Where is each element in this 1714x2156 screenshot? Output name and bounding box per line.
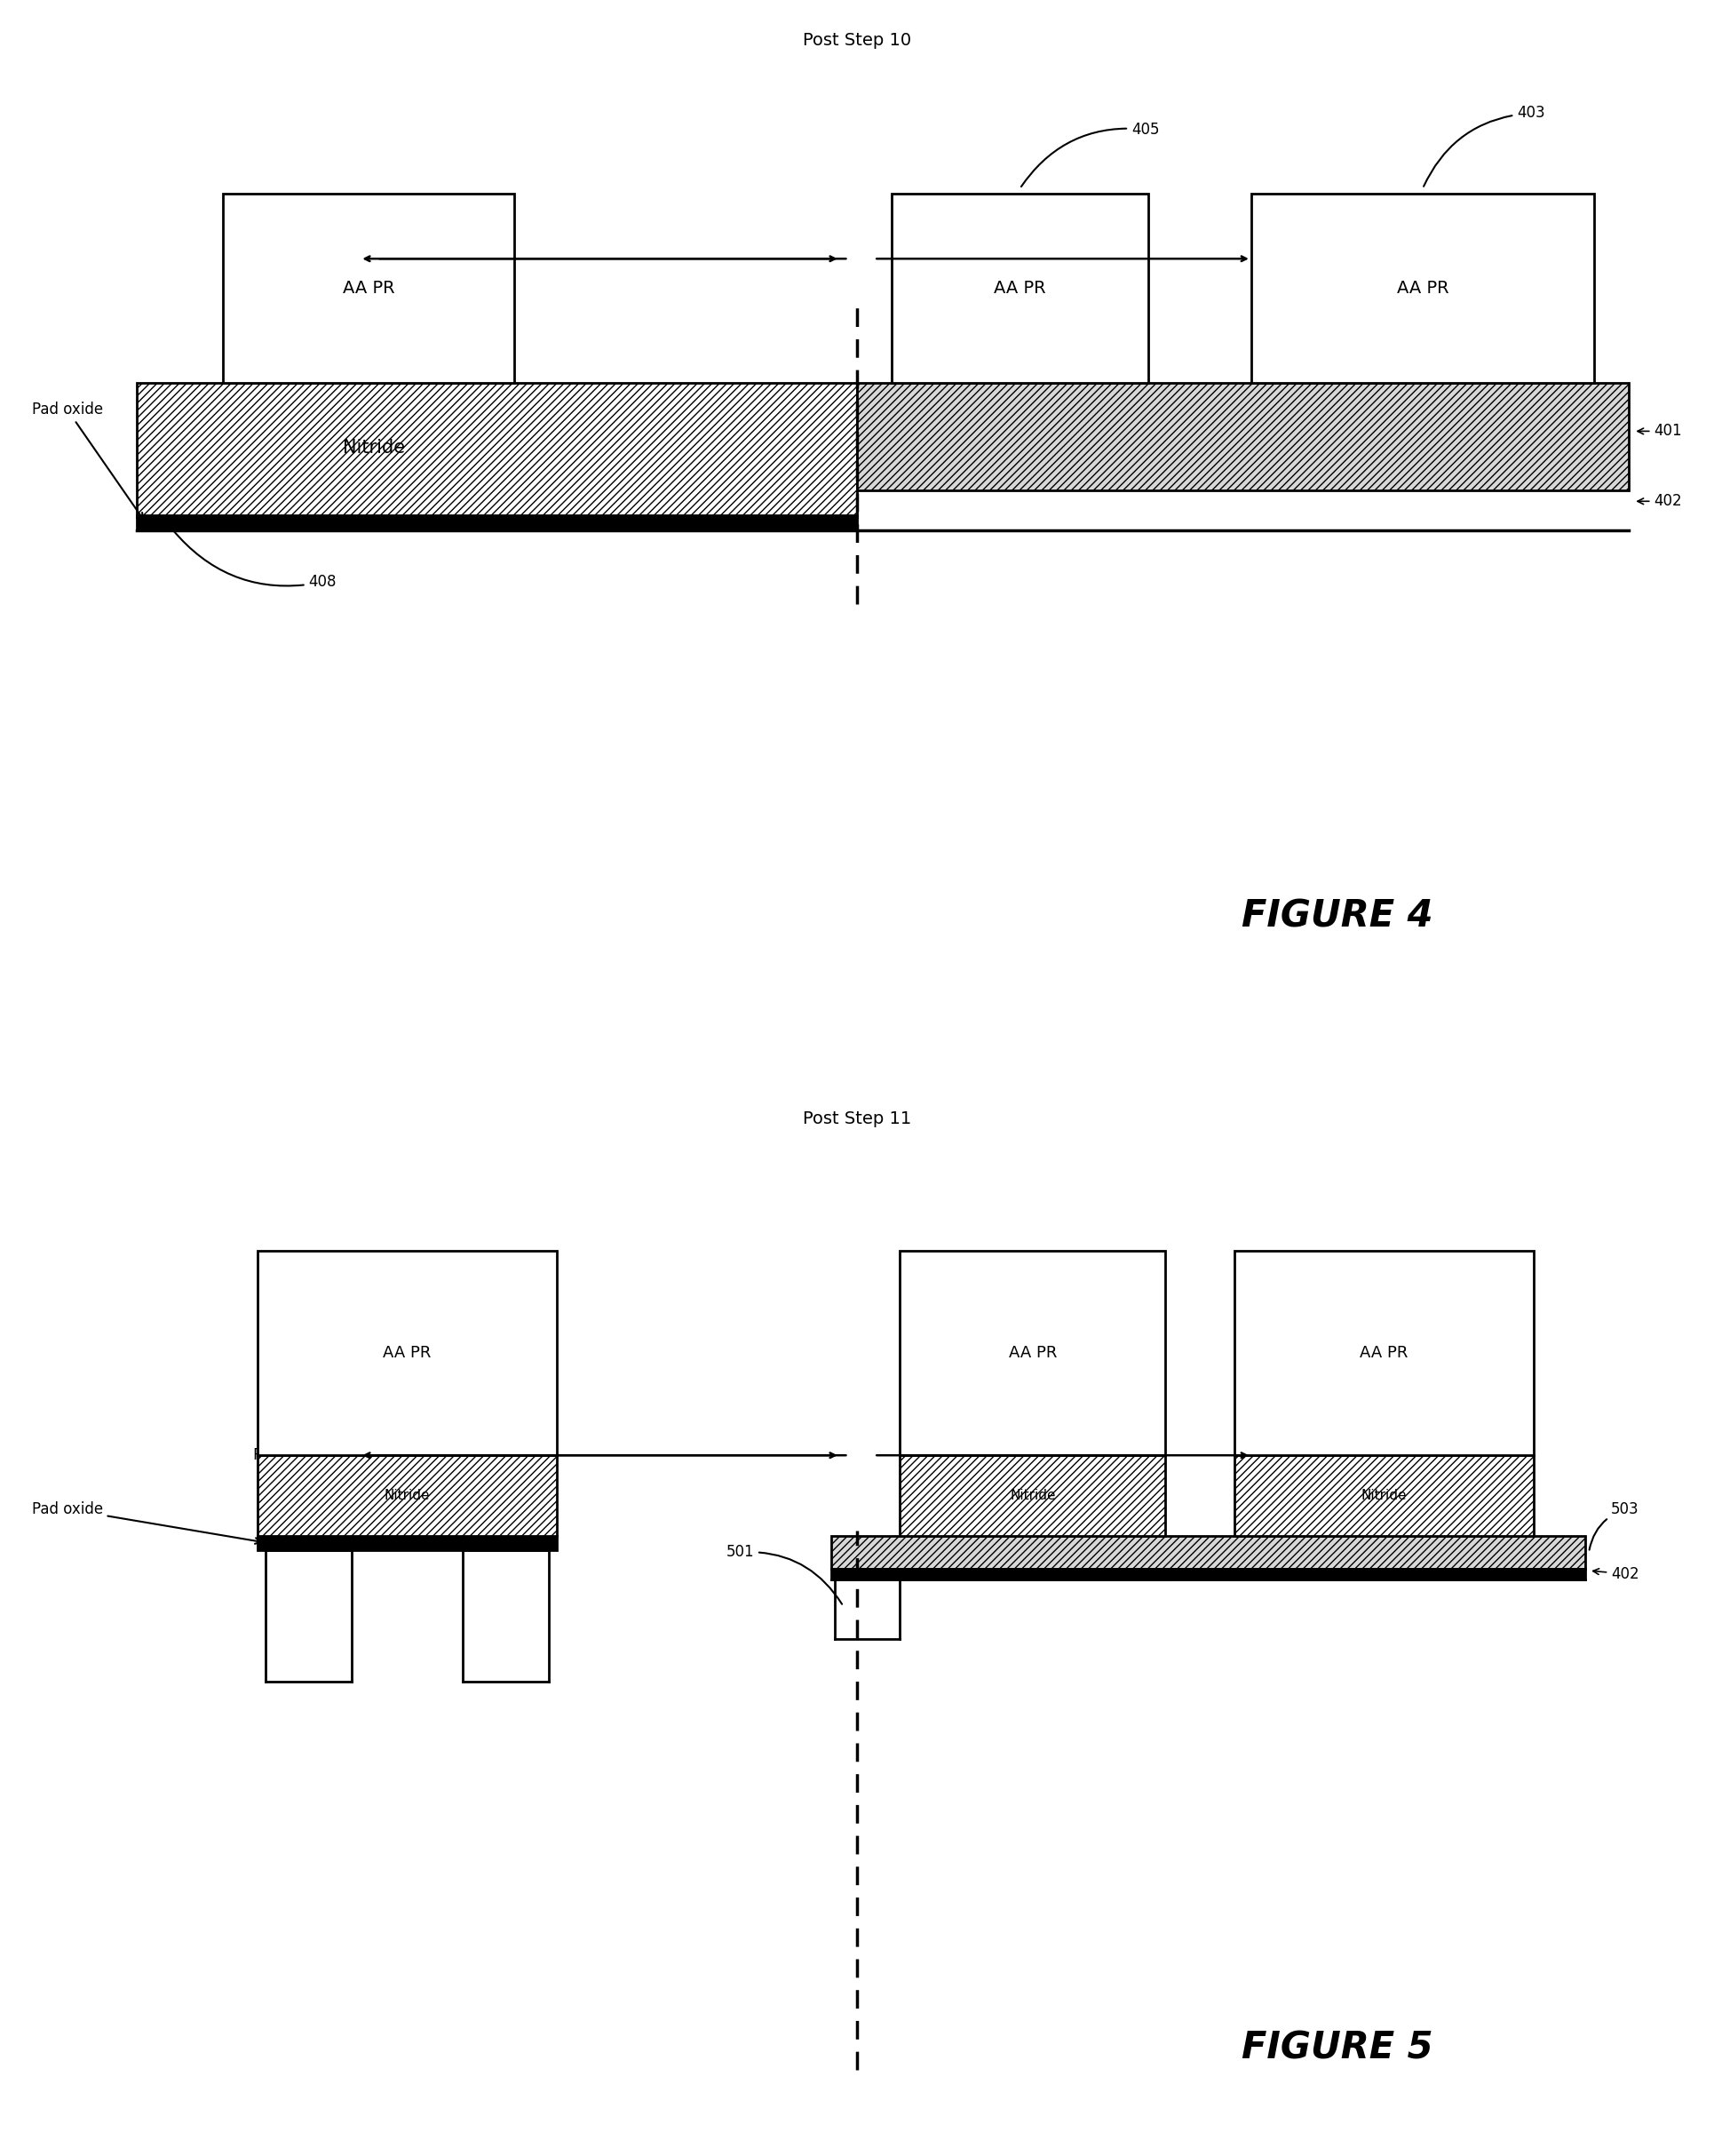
Bar	[900, 1570, 1166, 1578]
Text: Nitride: Nitride	[1010, 1490, 1056, 1503]
Bar	[1234, 1250, 1534, 1455]
Text: 501: 501	[727, 1544, 842, 1604]
Text: FIGURE 4: FIGURE 4	[1241, 897, 1433, 936]
Bar	[1234, 1570, 1534, 1578]
Text: Post Step 11: Post Step 11	[802, 1110, 912, 1128]
Bar	[900, 1455, 1166, 1535]
Bar	[891, 194, 1148, 384]
Bar	[831, 1535, 1585, 1570]
Text: Pad oxide: Pad oxide	[31, 401, 142, 520]
Text: Nitride: Nitride	[343, 438, 405, 457]
Bar	[257, 1455, 557, 1535]
Text: Nitride: Nitride	[1361, 1490, 1407, 1503]
Text: Peripheral Area: Peripheral Area	[254, 1447, 377, 1464]
Text: Nitride: Nitride	[384, 1490, 430, 1503]
Bar	[257, 1250, 557, 1455]
Text: Peripheral Area: Peripheral Area	[254, 250, 377, 267]
Text: Post Step 10: Post Step 10	[802, 32, 912, 50]
Text: AA PR: AA PR	[1008, 1345, 1058, 1360]
Text: AA PR: AA PR	[382, 1345, 432, 1360]
Bar	[831, 1570, 1585, 1578]
Bar	[137, 515, 857, 530]
Bar	[223, 194, 514, 384]
Bar	[137, 384, 857, 517]
Text: AA PR: AA PR	[1397, 280, 1448, 298]
Text: Cell Array Area: Cell Array Area	[1028, 250, 1148, 267]
Text: AA PR: AA PR	[1359, 1345, 1409, 1360]
Text: Cell Array Area: Cell Array Area	[1028, 1447, 1148, 1464]
Text: 402: 402	[1637, 494, 1681, 509]
Text: Pad oxide: Pad oxide	[31, 1501, 261, 1544]
Bar	[1234, 1455, 1534, 1535]
Text: 408: 408	[173, 530, 336, 591]
Text: AA PR: AA PR	[343, 280, 394, 298]
Text: 403: 403	[1424, 106, 1544, 185]
Text: 503: 503	[1589, 1501, 1639, 1550]
Bar	[257, 1535, 557, 1550]
Bar	[857, 384, 1628, 489]
Bar	[1251, 194, 1594, 384]
Text: FIGURE 5: FIGURE 5	[1241, 2029, 1433, 2068]
Text: 402: 402	[1592, 1565, 1639, 1583]
Text: AA PR: AA PR	[994, 280, 1046, 298]
Text: 405: 405	[1022, 121, 1159, 188]
Bar	[900, 1250, 1166, 1455]
Text: 401: 401	[1637, 423, 1681, 440]
